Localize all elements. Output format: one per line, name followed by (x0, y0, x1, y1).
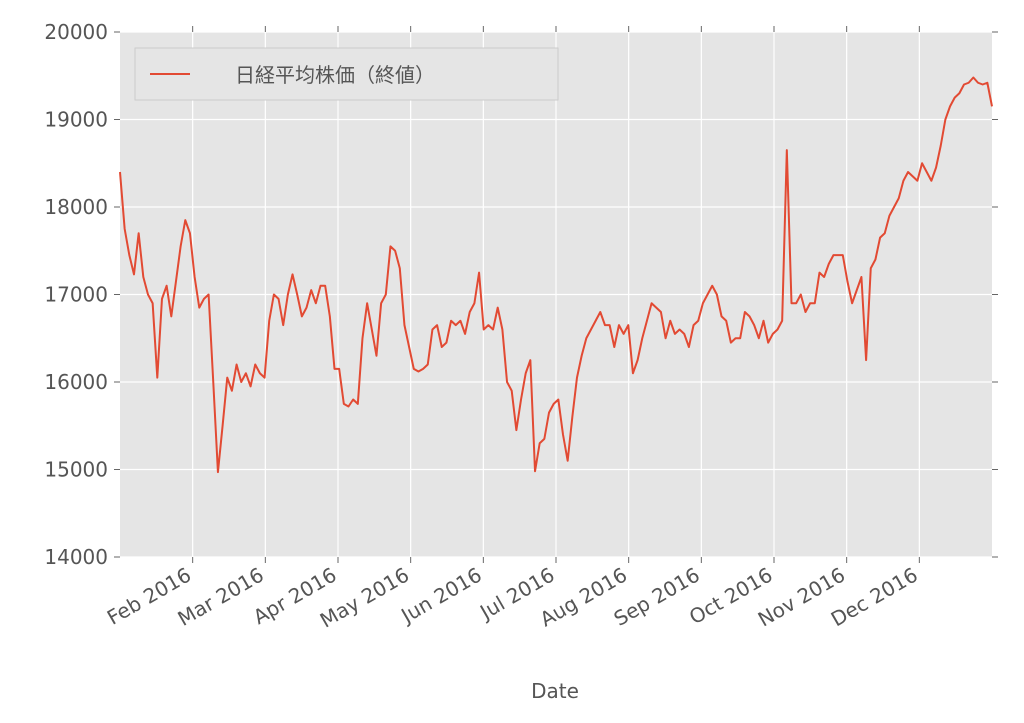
x-tick-label: Jun 2016 (395, 563, 485, 629)
y-tick-label: 14000 (44, 545, 108, 569)
y-tick-label: 17000 (44, 283, 108, 307)
y-tick-label: 15000 (44, 458, 108, 482)
y-tick-label: 19000 (44, 108, 108, 132)
legend-label: 日経平均株価（終値） (235, 63, 435, 87)
y-tick-label: 20000 (44, 20, 108, 44)
data-line (119, 76, 993, 474)
y-tick-label: 18000 (44, 195, 108, 219)
legend-box (134, 47, 559, 101)
x-axis-label: Date (531, 679, 579, 703)
y-tick-label: 16000 (44, 370, 108, 394)
